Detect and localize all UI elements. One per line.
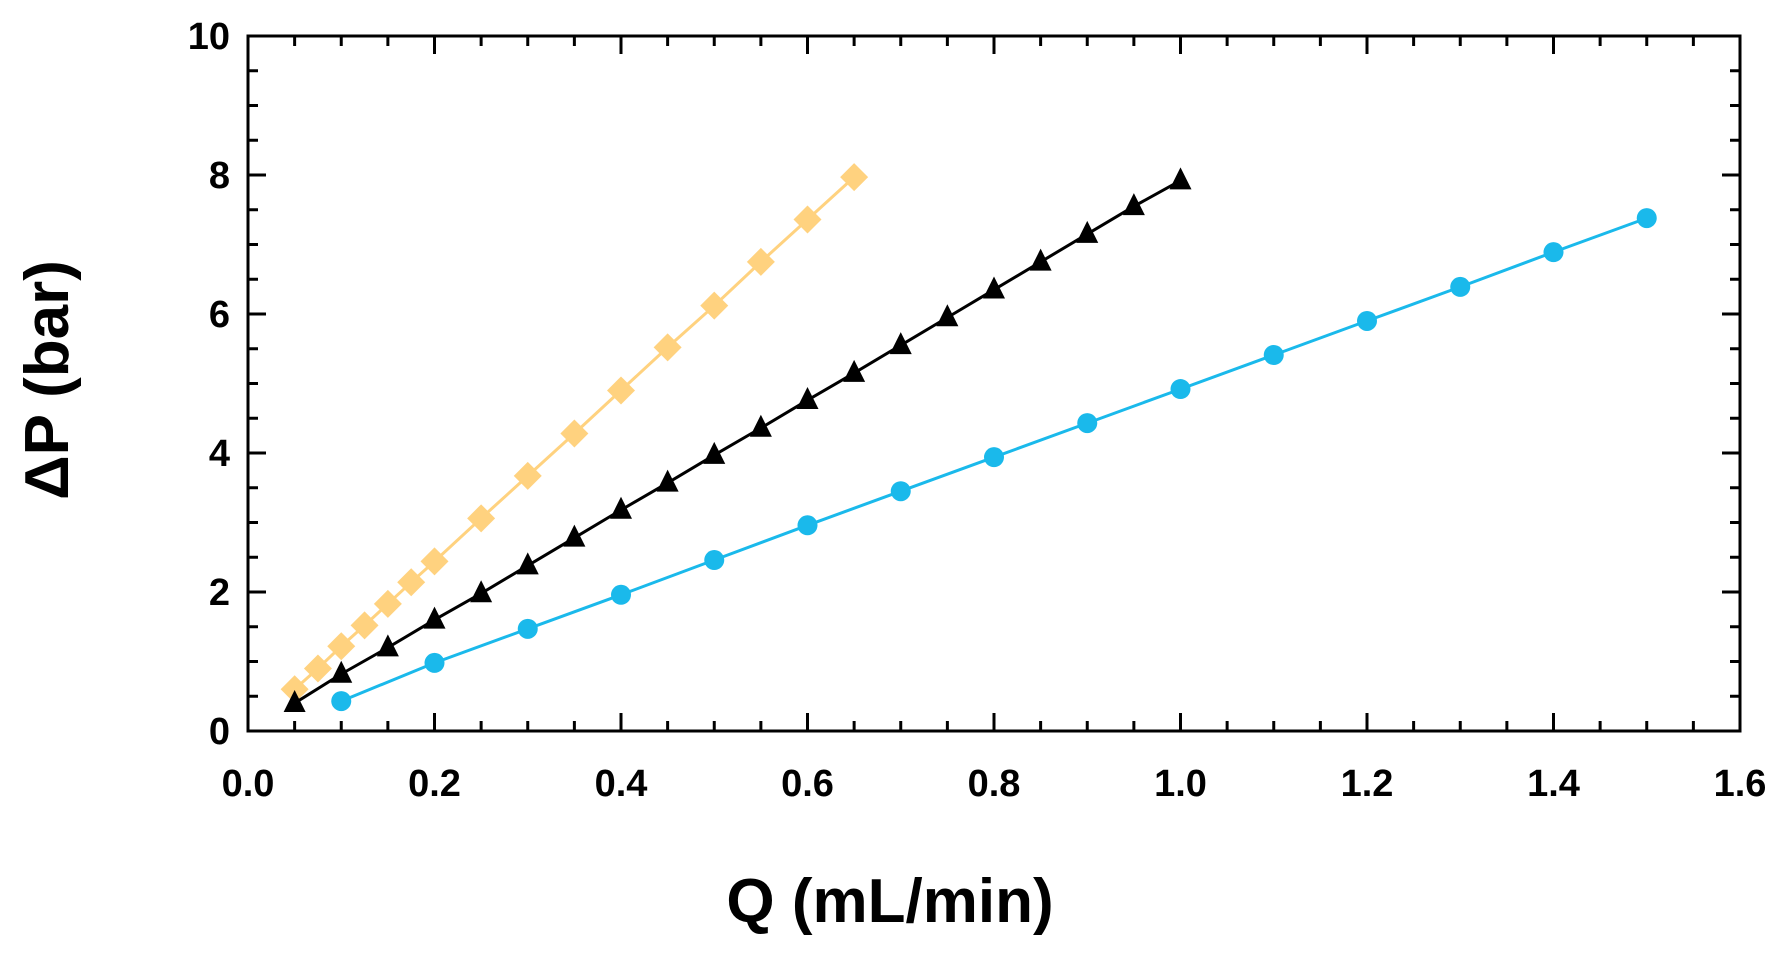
data-point-circle bbox=[1357, 310, 1377, 331]
data-point-triangle bbox=[563, 524, 586, 547]
data-point-triangle bbox=[1122, 193, 1145, 216]
data-point-triangle bbox=[749, 414, 772, 437]
data-point-circle bbox=[1170, 379, 1191, 400]
x-tick-label: 1.4 bbox=[1527, 763, 1580, 805]
data-point-triangle bbox=[796, 386, 819, 409]
x-axis-title: Q (mL/min) bbox=[726, 867, 1053, 936]
x-tick-label: 0.8 bbox=[968, 763, 1021, 805]
y-tick-label: 0 bbox=[209, 711, 230, 753]
data-point-triangle bbox=[330, 660, 353, 683]
data-point-diamond bbox=[420, 547, 449, 576]
series-line-diamond bbox=[293, 175, 856, 691]
data-point-circle bbox=[331, 691, 352, 712]
series-triangle bbox=[283, 167, 1192, 712]
data-point-circle bbox=[890, 481, 911, 502]
data-point-triangle bbox=[1029, 248, 1052, 271]
y-tick-label: 6 bbox=[209, 294, 230, 336]
data-point-diamond bbox=[700, 291, 729, 320]
data-point-diamond bbox=[373, 589, 402, 618]
data-point-circle bbox=[984, 447, 1004, 468]
data-point-triangle bbox=[610, 496, 632, 519]
data-point-triangle bbox=[376, 634, 399, 657]
data-point-diamond bbox=[793, 205, 822, 234]
data-point-circle bbox=[424, 652, 445, 673]
data-point-triangle bbox=[889, 332, 912, 355]
x-tick-label: 0.2 bbox=[408, 763, 461, 805]
data-point-diamond bbox=[840, 163, 869, 192]
x-tick-label: 1.0 bbox=[1154, 763, 1207, 805]
x-tick-label: 0.6 bbox=[781, 763, 834, 805]
x-tick-label: 1.6 bbox=[1714, 763, 1767, 805]
data-point-circle bbox=[797, 515, 818, 536]
data-point-circle bbox=[704, 550, 725, 571]
data-point-diamond bbox=[513, 461, 542, 490]
axes-layer: 0.0 0.2 0.4 0.6 0.8 1.0 1.2 1.4 1.6 0 2 4 6 8 10 bbox=[188, 16, 1767, 805]
data-point-circle bbox=[517, 618, 538, 639]
y-axis-title: ΔP (bar) bbox=[13, 260, 82, 500]
y-tick-label: 4 bbox=[209, 433, 230, 475]
data-point-diamond bbox=[280, 675, 309, 704]
data-point-diamond bbox=[397, 568, 426, 597]
data-point-triangle bbox=[1076, 220, 1099, 243]
data-point-diamond bbox=[560, 419, 589, 448]
data-point-diamond bbox=[467, 504, 496, 533]
data-point-circle bbox=[1077, 413, 1098, 434]
data-point-triangle bbox=[1169, 167, 1192, 190]
data-point-diamond bbox=[746, 247, 775, 276]
data-point-circle bbox=[611, 584, 631, 605]
data-point-circle bbox=[1636, 208, 1657, 229]
data-point-triangle bbox=[283, 690, 306, 712]
data-point-circle bbox=[1543, 242, 1564, 263]
series-circle bbox=[331, 208, 1657, 712]
data-point-diamond bbox=[350, 611, 379, 640]
y-tick-label: 2 bbox=[209, 572, 230, 614]
data-point-diamond bbox=[607, 376, 635, 405]
data-point-triangle bbox=[843, 359, 866, 382]
y-tick-label: 10 bbox=[188, 16, 230, 58]
data-point-triangle bbox=[516, 552, 539, 575]
x-tick-label: 0.4 bbox=[595, 763, 648, 805]
x-tick-label: 1.2 bbox=[1341, 763, 1394, 805]
data-point-triangle bbox=[983, 276, 1005, 299]
data-point-diamond bbox=[653, 333, 682, 362]
data-point-triangle bbox=[423, 606, 446, 629]
series-diamond bbox=[280, 163, 869, 704]
x-tick-label: 0.0 bbox=[222, 763, 275, 805]
plot-frame bbox=[246, 34, 1742, 733]
data-point-diamond bbox=[303, 654, 332, 683]
data-point-triangle bbox=[936, 304, 959, 327]
data-point-triangle bbox=[470, 580, 493, 603]
data-point-triangle bbox=[703, 441, 726, 464]
data-point-circle bbox=[1450, 276, 1471, 297]
y-tick-label: 8 bbox=[209, 155, 230, 197]
data-point-circle bbox=[1263, 345, 1284, 366]
data-point-diamond bbox=[327, 632, 356, 661]
data-point-triangle bbox=[656, 469, 679, 492]
series-layer bbox=[280, 163, 1657, 712]
